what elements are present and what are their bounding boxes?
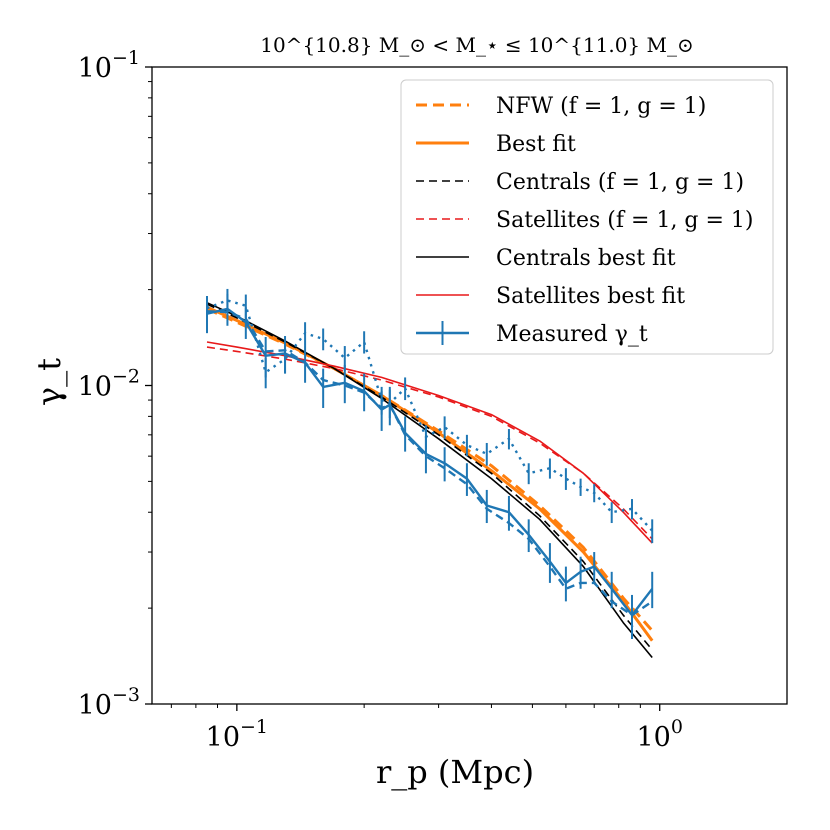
y-axis-label: γ_t [30,358,68,406]
x-tick-label-1: 100 [636,716,682,753]
legend-label-2: Centrals (f = 1, g = 1) [496,170,744,195]
series-line-6 [206,307,654,617]
legend-item-0: NFW (f = 1, g = 1) [416,94,706,119]
series-2 [206,303,653,651]
legend-label-6: Measured γ_t [496,322,648,347]
legend-item-6: Measured γ_t [416,321,648,347]
legend-item-5: Satellites best fit [416,284,685,309]
legend: NFW (f = 1, g = 1) Best fit Centrals (f = … [400,79,774,355]
legend-label-0: NFW (f = 1, g = 1) [496,94,706,119]
x-axis-label: r_p (Mpc) [376,753,534,791]
chart-title: 10^{10.8} M_⊙ < M_⋆ ≤ 10^{11.0} M_⊙ [260,33,694,57]
legend-label-4: Centrals best fit [496,246,676,271]
y-tick-label-2: 10−3 [78,684,140,721]
series-layer [206,288,654,659]
legend-label-5: Satellites best fit [496,284,685,309]
legend-item-4: Centrals best fit [416,246,676,271]
series-0 [206,307,654,632]
x-tick-label-0: 10−1 [206,716,268,753]
series-line-3 [206,346,653,540]
legend-item-1: Best fit [416,132,576,157]
ticks-layer: 10−1 100 10−1 10−2 10−3 [78,47,683,753]
legend-label-1: Best fit [496,132,576,157]
series-3 [206,346,653,540]
y-tick-label-0: 10−1 [78,47,140,84]
legend-item-3: Satellites (f = 1, g = 1) [416,208,754,233]
y-tick-label-1: 10−2 [78,366,140,403]
legend-box [400,79,774,355]
series-line-5 [206,341,653,544]
legend-item-2: Centrals (f = 1, g = 1) [416,170,744,195]
series-5 [206,341,653,544]
series-line-2 [206,303,653,651]
legend-label-3: Satellites (f = 1, g = 1) [496,208,754,233]
series-8 [206,310,653,617]
series-line-8 [206,310,653,617]
series-line-0 [206,307,654,632]
